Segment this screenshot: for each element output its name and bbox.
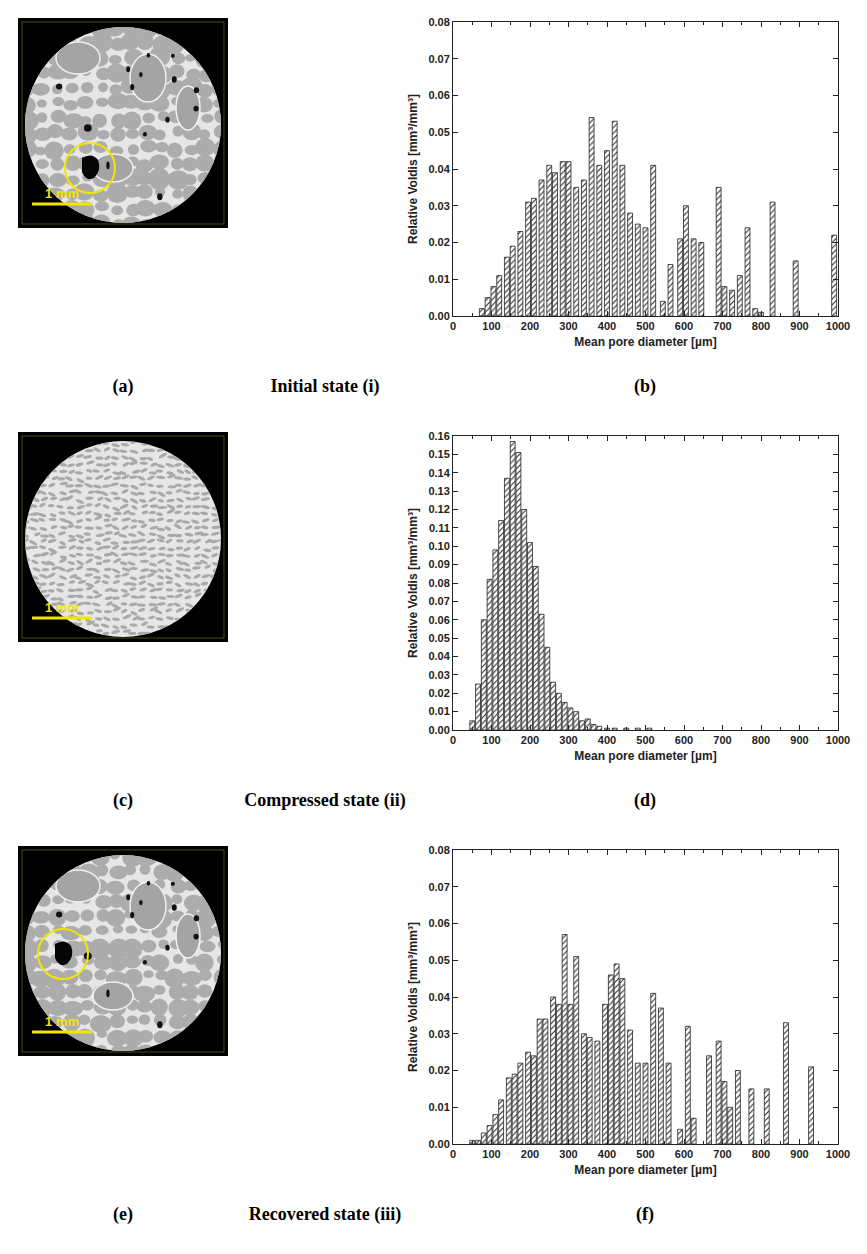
svg-text:1000: 1000 xyxy=(826,1148,850,1160)
svg-text:500: 500 xyxy=(636,734,654,746)
svg-text:0.06: 0.06 xyxy=(428,89,449,101)
html-text:(e): (e) xyxy=(113,1204,133,1224)
svg-text:0.07: 0.07 xyxy=(428,595,449,607)
svg-text:600: 600 xyxy=(675,734,693,746)
svg-text:400: 400 xyxy=(598,734,616,746)
svg-text:0.03: 0.03 xyxy=(428,200,449,212)
svg-text:0.08: 0.08 xyxy=(428,844,449,856)
svg-text:Relative Voldis [mm³/mm³]: Relative Voldis [mm³/mm³] xyxy=(406,508,420,658)
svg-text:Relative Voldis [mm³/mm³]: Relative Voldis [mm³/mm³] xyxy=(406,94,420,244)
svg-text:900: 900 xyxy=(790,1148,808,1160)
svg-text:Mean pore diameter [µm]: Mean pore diameter [µm] xyxy=(574,1163,716,1177)
html-text:Initial state (i): Initial state (i) xyxy=(270,376,380,396)
svg-text:100: 100 xyxy=(482,320,500,332)
svg-text:0.03: 0.03 xyxy=(428,1028,449,1040)
svg-text:0.01: 0.01 xyxy=(428,1101,449,1113)
svg-text:800: 800 xyxy=(752,734,770,746)
svg-text:0.07: 0.07 xyxy=(428,53,449,65)
svg-text:400: 400 xyxy=(598,1148,616,1160)
html-text:(b): (b) xyxy=(634,376,656,396)
svg-text:0.08: 0.08 xyxy=(428,16,449,28)
svg-text:300: 300 xyxy=(559,1148,577,1160)
svg-text:0: 0 xyxy=(450,1148,456,1160)
svg-text:0.09: 0.09 xyxy=(428,558,449,570)
svg-text:0.01: 0.01 xyxy=(428,705,449,717)
svg-text:700: 700 xyxy=(713,734,731,746)
svg-text:700: 700 xyxy=(713,1148,731,1160)
svg-text:0.10: 0.10 xyxy=(428,540,449,552)
svg-text:0.14: 0.14 xyxy=(428,467,450,479)
svg-text:1000: 1000 xyxy=(826,320,850,332)
svg-text:0.00: 0.00 xyxy=(428,1138,449,1150)
svg-text:700: 700 xyxy=(713,320,731,332)
svg-text:0.13: 0.13 xyxy=(428,485,449,497)
svg-text:0.02: 0.02 xyxy=(428,687,449,699)
svg-text:0.04: 0.04 xyxy=(428,163,450,175)
svg-text:800: 800 xyxy=(752,1148,770,1160)
svg-text:300: 300 xyxy=(559,320,577,332)
svg-text:0.16: 0.16 xyxy=(428,430,449,442)
html-text:(a): (a) xyxy=(112,376,134,396)
svg-text:0.06: 0.06 xyxy=(428,917,449,929)
svg-text:1 mm: 1 mm xyxy=(45,600,79,615)
svg-text:0.03: 0.03 xyxy=(428,669,449,681)
svg-text:0.07: 0.07 xyxy=(428,881,449,893)
svg-text:0: 0 xyxy=(450,320,456,332)
svg-text:0: 0 xyxy=(450,734,456,746)
svg-text:1000: 1000 xyxy=(826,734,850,746)
svg-text:0.12: 0.12 xyxy=(428,503,449,515)
html-text:Compressed state (ii): Compressed state (ii) xyxy=(244,790,406,810)
svg-text:0.00: 0.00 xyxy=(428,310,449,322)
svg-text:500: 500 xyxy=(636,1148,654,1160)
svg-text:0.08: 0.08 xyxy=(428,577,449,589)
svg-text:0.06: 0.06 xyxy=(428,614,449,626)
svg-text:800: 800 xyxy=(752,320,770,332)
svg-text:100: 100 xyxy=(482,734,500,746)
svg-text:600: 600 xyxy=(675,320,693,332)
svg-text:500: 500 xyxy=(636,320,654,332)
svg-text:200: 200 xyxy=(521,320,539,332)
html-text:Recovered state (iii): Recovered state (iii) xyxy=(248,1204,402,1224)
svg-text:200: 200 xyxy=(521,1148,539,1160)
svg-text:0.04: 0.04 xyxy=(428,650,450,662)
svg-text:Relative Voldis [mm³/mm³]: Relative Voldis [mm³/mm³] xyxy=(406,922,420,1072)
svg-text:0.04: 0.04 xyxy=(428,991,450,1003)
svg-text:0.00: 0.00 xyxy=(428,724,449,736)
svg-text:900: 900 xyxy=(790,734,808,746)
svg-text:0.15: 0.15 xyxy=(428,448,449,460)
svg-text:0.11: 0.11 xyxy=(429,522,450,534)
svg-text:1 mm: 1 mm xyxy=(45,1014,79,1029)
svg-text:200: 200 xyxy=(521,734,539,746)
svg-text:Mean pore diameter [µm]: Mean pore diameter [µm] xyxy=(574,749,716,763)
svg-text:300: 300 xyxy=(559,734,577,746)
html-text:(c): (c) xyxy=(113,790,133,810)
svg-text:1 mm: 1 mm xyxy=(45,186,79,201)
html-text:(f): (f) xyxy=(636,1204,654,1224)
svg-text:100: 100 xyxy=(482,1148,500,1160)
svg-text:0.05: 0.05 xyxy=(428,632,449,644)
svg-text:0.01: 0.01 xyxy=(428,273,449,285)
svg-text:0.02: 0.02 xyxy=(428,1064,449,1076)
svg-text:600: 600 xyxy=(675,1148,693,1160)
html-text:(d): (d) xyxy=(634,790,656,810)
svg-text:0.05: 0.05 xyxy=(428,126,449,138)
svg-text:400: 400 xyxy=(598,320,616,332)
svg-text:0.02: 0.02 xyxy=(428,236,449,248)
svg-text:900: 900 xyxy=(790,320,808,332)
svg-text:0.05: 0.05 xyxy=(428,954,449,966)
svg-text:Mean pore diameter [µm]: Mean pore diameter [µm] xyxy=(574,335,716,349)
